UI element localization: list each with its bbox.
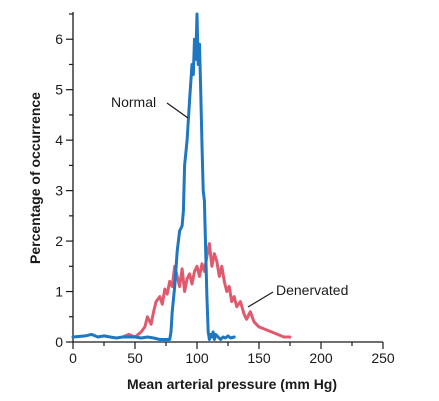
annotation-leader-denervated xyxy=(247,291,274,308)
y-tick-label: 5 xyxy=(55,82,63,98)
x-axis-title: Mean arterial pressure (mm Hg) xyxy=(127,376,337,392)
x-tick-label: 0 xyxy=(69,350,77,366)
series-line-normal xyxy=(71,12,236,341)
annotation-leader-normal xyxy=(166,102,189,119)
x-tick-label: 250 xyxy=(371,350,395,366)
series-line-denervated xyxy=(121,242,292,339)
annotation-layer: Normal Denervated xyxy=(111,94,348,308)
annotation-denervated: Denervated xyxy=(276,282,348,298)
y-axis-title: Percentage of occurrence xyxy=(27,92,43,264)
y-tick-label: 4 xyxy=(55,132,63,148)
series-layer xyxy=(71,12,292,341)
x-ticks: 0 50 100 150 200 250 xyxy=(69,342,395,366)
x-tick-label: 50 xyxy=(127,350,143,366)
x-tick-label: 150 xyxy=(247,350,271,366)
y-tick-label: 3 xyxy=(55,183,63,199)
y-tick-label: 0 xyxy=(55,334,63,350)
x-tick-label: 100 xyxy=(185,350,209,366)
y-ticks: 0 1 2 3 4 5 6 xyxy=(55,13,73,350)
annotation-normal: Normal xyxy=(111,94,156,110)
y-tick-label: 2 xyxy=(55,233,63,249)
x-tick-label: 200 xyxy=(309,350,333,366)
y-tick-label: 6 xyxy=(55,31,63,47)
y-tick-label: 1 xyxy=(55,284,63,300)
